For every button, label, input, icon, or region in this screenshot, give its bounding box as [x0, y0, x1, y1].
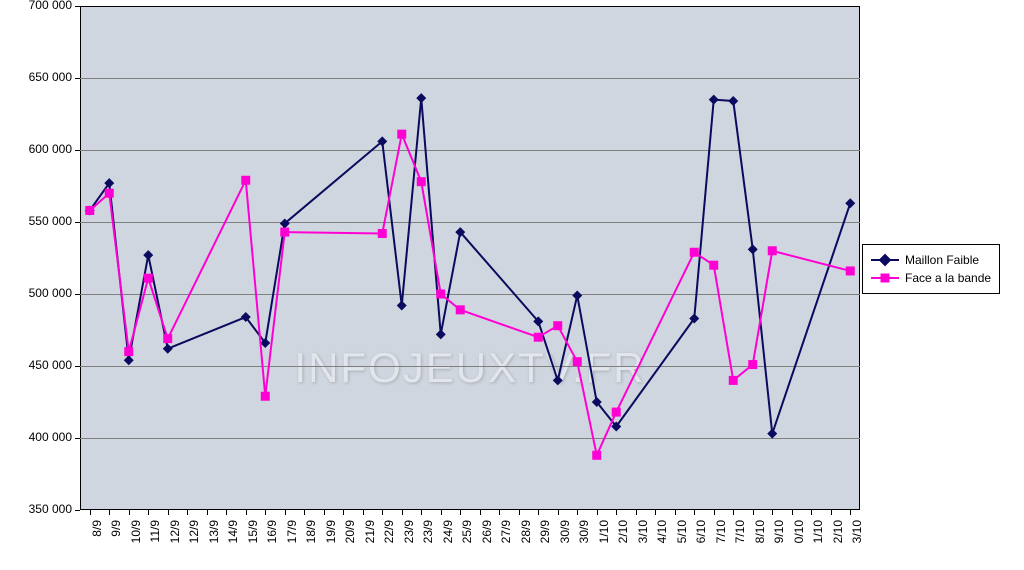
marker-square — [436, 290, 445, 299]
marker-square — [261, 392, 270, 401]
series-line — [753, 249, 773, 433]
series-line — [265, 223, 285, 343]
marker-diamond — [553, 375, 563, 385]
series-line — [772, 203, 850, 433]
series-line — [285, 141, 383, 223]
marker-diamond — [416, 93, 426, 103]
series-line — [714, 265, 734, 380]
marker-square — [690, 248, 699, 257]
series-line — [616, 318, 694, 426]
series-line — [402, 134, 422, 182]
series-line — [246, 180, 266, 396]
marker-square — [456, 305, 465, 314]
marker-diamond — [163, 344, 173, 354]
series-line — [577, 362, 597, 456]
series-line — [421, 182, 441, 294]
series-line — [597, 412, 617, 455]
marker-diamond — [709, 95, 719, 105]
series-line — [558, 326, 578, 362]
marker-diamond — [572, 290, 582, 300]
marker-square — [397, 130, 406, 139]
marker-square — [417, 177, 426, 186]
marker-diamond — [397, 301, 407, 311]
chart-container: INFOJEUXTV.FR Maillon FaibleFace a la ba… — [0, 0, 1024, 570]
marker-diamond — [767, 429, 777, 439]
marker-square — [748, 360, 757, 369]
series-line — [441, 232, 461, 334]
series-line — [558, 295, 578, 380]
series-line — [538, 321, 558, 380]
series-line — [402, 98, 422, 305]
marker-square — [573, 357, 582, 366]
data-layer — [0, 0, 1024, 570]
marker-square — [144, 274, 153, 283]
marker-square — [163, 334, 172, 343]
series-line — [109, 193, 129, 351]
marker-diamond — [124, 355, 134, 365]
series-line — [733, 101, 753, 249]
series-line — [616, 252, 694, 412]
marker-square — [729, 376, 738, 385]
series-line — [246, 317, 266, 343]
series-line — [265, 232, 285, 396]
series-line — [285, 232, 383, 233]
marker-square — [85, 206, 94, 215]
marker-square — [846, 266, 855, 275]
marker-square — [709, 261, 718, 270]
series-line — [460, 310, 538, 337]
marker-diamond — [728, 96, 738, 106]
series-line — [460, 232, 538, 321]
marker-square — [612, 408, 621, 417]
series-line — [168, 317, 246, 349]
series-line — [772, 251, 850, 271]
marker-diamond — [845, 198, 855, 208]
marker-diamond — [436, 329, 446, 339]
series-line — [148, 278, 168, 338]
marker-square — [124, 347, 133, 356]
marker-square — [105, 189, 114, 198]
series-line — [694, 100, 714, 319]
marker-square — [553, 321, 562, 330]
series-line — [129, 278, 149, 351]
marker-square — [534, 333, 543, 342]
series-line — [168, 180, 246, 338]
marker-square — [378, 229, 387, 238]
marker-square — [280, 228, 289, 237]
marker-square — [241, 176, 250, 185]
series-line — [421, 98, 441, 334]
marker-diamond — [748, 244, 758, 254]
marker-square — [592, 451, 601, 460]
marker-square — [768, 246, 777, 255]
marker-diamond — [143, 250, 153, 260]
series-line — [577, 295, 597, 402]
